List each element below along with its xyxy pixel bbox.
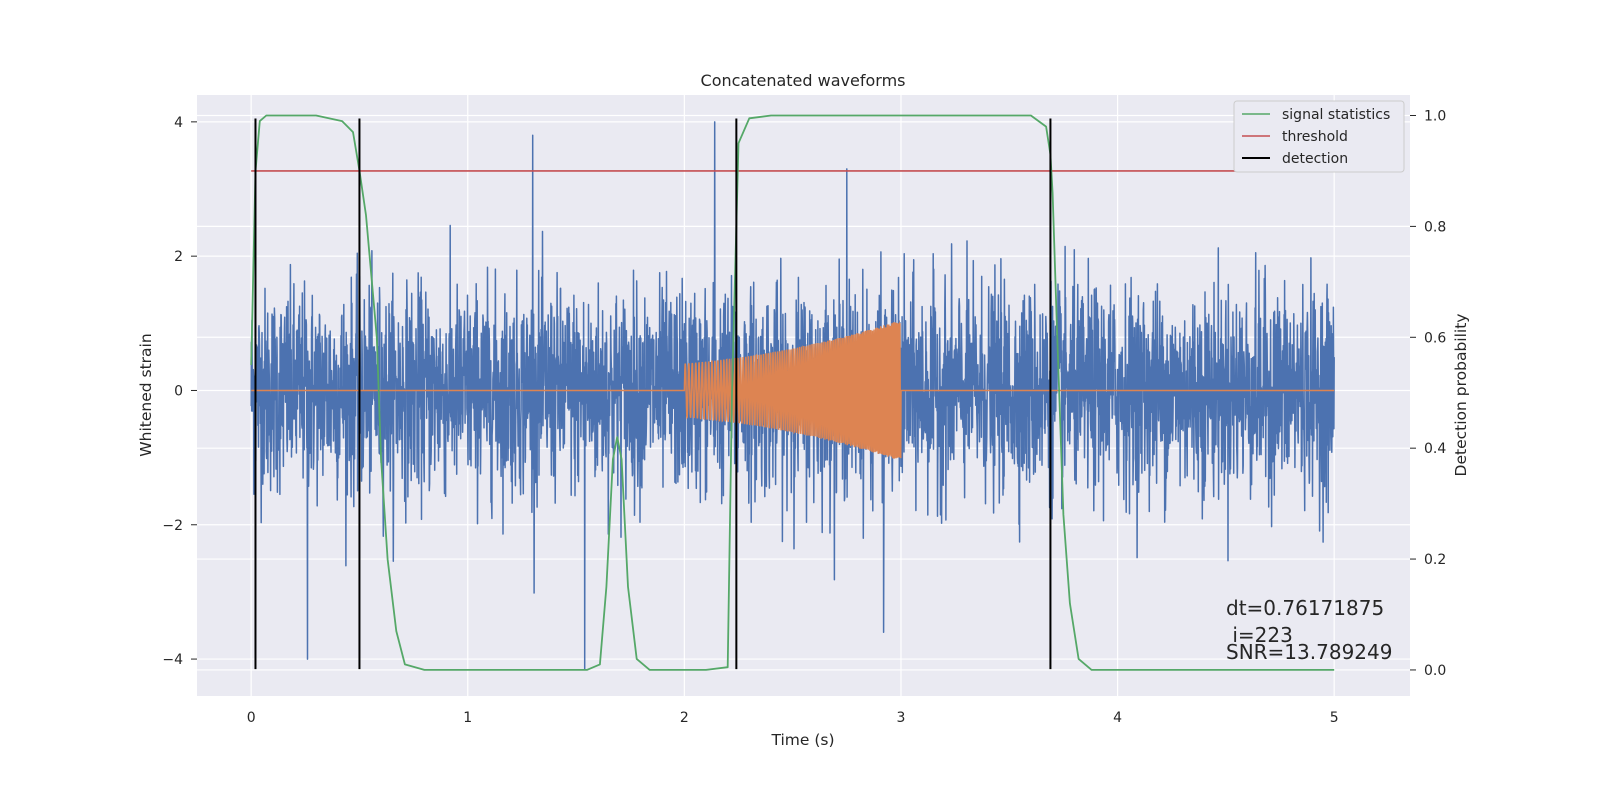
y2-axis-label: Detection probability (1452, 314, 1470, 477)
x-tick-label: 3 (897, 710, 906, 726)
y2-tick-label: 1.0 (1424, 109, 1446, 125)
y-axis-label: Whitened strain (137, 333, 155, 456)
x-tick-label: 5 (1330, 710, 1339, 726)
x-tick-label: 0 (247, 710, 256, 726)
ticks: 0 1 2 3 4 5 −4 −2 0 2 4 0.0 0.2 0.4 0.6 0.8 1.0 (162, 109, 1446, 726)
whitened-strain-line (250, 121, 1335, 670)
x-tick-label: 1 (463, 710, 472, 726)
y2-tick-label: 0.4 (1424, 441, 1446, 457)
y-tick-label: −2 (162, 518, 183, 534)
legend: signal statistics threshold detection (1233, 100, 1405, 173)
x-tick-label: 4 (1113, 710, 1122, 726)
chart-title: Concatenated waveforms (701, 71, 906, 90)
y-tick-label: 2 (174, 249, 183, 265)
y2-tick-label: 0.2 (1424, 552, 1446, 568)
legend-box (1233, 100, 1405, 173)
legend-label-detection: detection (1282, 151, 1348, 167)
y-tick-label: −4 (162, 652, 183, 668)
injected-chirp-line (251, 321, 1335, 459)
annotation-snr: SNR=13.789249 (1226, 640, 1392, 664)
legend-label-signal-statistics: signal statistics (1282, 107, 1390, 123)
y2-tick-label: 0.0 (1424, 663, 1446, 679)
x-axis-label: Time (s) (770, 731, 834, 749)
legend-label-threshold: threshold (1282, 129, 1348, 145)
plot-area (250, 114, 1356, 671)
y-tick-label: 4 (174, 115, 183, 131)
y2-tick-label: 0.6 (1424, 330, 1446, 346)
y2-tick-label: 0.8 (1424, 219, 1446, 235)
annotation-i: i=223 (1226, 623, 1293, 647)
annotation-dt: dt=0.76171875 (1226, 596, 1384, 620)
x-tick-label: 2 (680, 710, 689, 726)
y-tick-label: 0 (174, 383, 183, 399)
